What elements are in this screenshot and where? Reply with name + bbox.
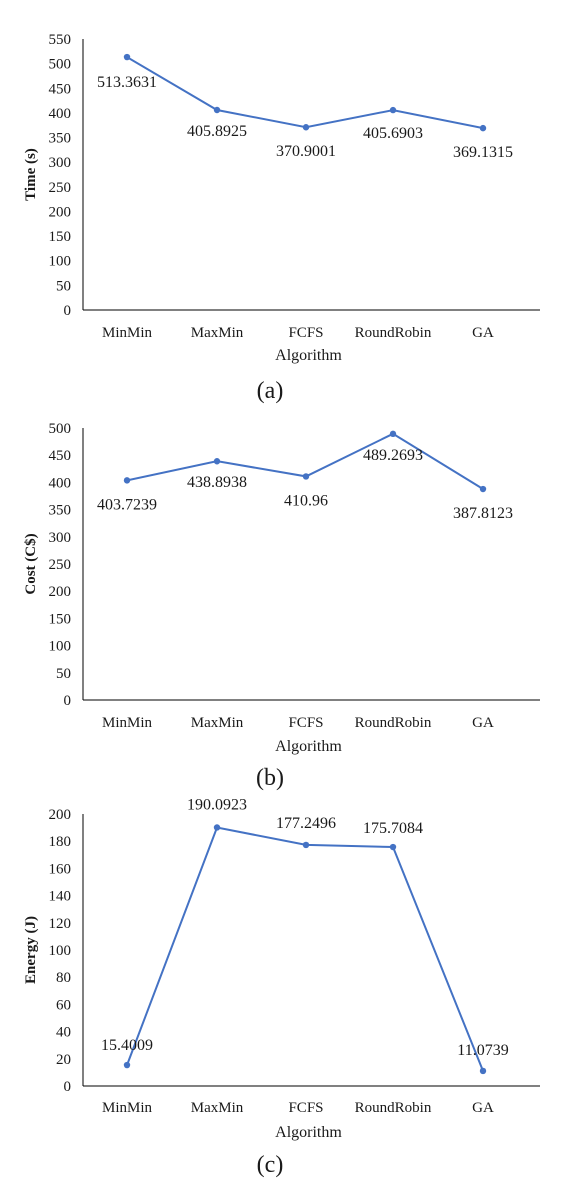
data-point (479, 1067, 487, 1075)
data-point (213, 824, 221, 831)
y-tick-label: 20 (56, 1052, 71, 1068)
y-tick-label: 200 (49, 807, 72, 823)
data-point (123, 477, 131, 484)
data-label: 369.1315 (453, 144, 513, 161)
x-axis-label: Algorithm (275, 347, 342, 364)
data-label: 177.2496 (276, 815, 336, 832)
y-tick-label: 150 (49, 611, 72, 627)
series-line (126, 56, 484, 130)
y-tick-label: 100 (49, 254, 72, 270)
y-axis-label-cost: Cost (C$) (23, 533, 39, 594)
y-tick-label: 400 (49, 106, 72, 122)
panel-caption: (a) (257, 378, 284, 404)
data-point (213, 458, 221, 465)
x-tick-label: MaxMin (191, 325, 244, 341)
x-tick-label: GA (472, 325, 494, 341)
data-label: 370.9001 (276, 143, 336, 160)
data-label: 513.3631 (97, 74, 157, 91)
y-tick-label: 450 (49, 81, 72, 97)
data-point (123, 53, 131, 61)
data-label: 438.8938 (187, 474, 247, 491)
data-point (302, 124, 310, 131)
data-label: 387.8123 (453, 505, 513, 522)
data-point (302, 841, 310, 849)
y-tick-label: 200 (49, 584, 72, 600)
y-tick-label: 200 (49, 204, 72, 220)
data-label: 190.0923 (187, 796, 247, 813)
x-tick-label: MaxMin (191, 1100, 244, 1116)
data-point (123, 1061, 131, 1069)
data-label: 489.2693 (363, 447, 423, 464)
y-tick-label: 500 (49, 421, 72, 437)
series-line (126, 826, 484, 1072)
data-label: 15.4009 (101, 1037, 153, 1054)
y-tick-label: 140 (49, 889, 72, 905)
y-tick-label: 550 (49, 32, 72, 48)
data-point (479, 485, 487, 493)
panel-caption: (c) (257, 1152, 284, 1178)
y-tick-label: 50 (56, 278, 71, 294)
data-label: 175.7084 (363, 820, 423, 837)
x-tick-label: RoundRobin (355, 1100, 432, 1116)
chart-panel-energy: 0 20 40 60 80 100 120 140 160 180 200 MinMin MaxMin F… (23, 796, 540, 1178)
data-label: 11.0739 (457, 1042, 508, 1059)
data-point (302, 473, 310, 480)
y-tick-label: 500 (49, 57, 72, 73)
chart-panel-time: 0 50 100 150 200 250 300 350 400 450 500 550 MinMin M… (23, 32, 540, 404)
x-axis-label: Algorithm (275, 738, 342, 755)
data-label: 405.8925 (187, 123, 247, 140)
y-tick-label: 160 (49, 861, 72, 877)
data-label: 405.6903 (363, 125, 423, 142)
series-line (126, 432, 484, 490)
data-point (479, 124, 487, 132)
y-tick-label: 0 (64, 303, 72, 319)
y-tick-label: 180 (49, 834, 72, 850)
y-tick-label: 100 (49, 943, 72, 959)
data-point (389, 430, 397, 438)
data-label: 403.7239 (97, 496, 157, 513)
x-tick-label: MinMin (102, 325, 153, 341)
data-point (389, 843, 397, 851)
chart-panel-cost: 0 50 100 150 200 250 300 350 400 450 500 MinMin MaxM… (23, 421, 540, 791)
y-tick-label: 450 (49, 448, 72, 464)
y-tick-label: 60 (56, 997, 71, 1013)
y-tick-label: 150 (49, 229, 72, 245)
data-point (389, 106, 397, 114)
data-label: 410.96 (284, 492, 328, 509)
y-axis-label-energy: Energy (J) (23, 916, 39, 984)
y-tick-label: 50 (56, 666, 71, 682)
data-point (213, 106, 221, 114)
y-tick-label: 100 (49, 639, 72, 655)
y-tick-label: 350 (49, 131, 72, 147)
x-tick-label: FCFS (288, 715, 323, 731)
y-tick-label: 250 (49, 557, 72, 573)
x-axis-label: Algorithm (275, 1124, 342, 1141)
y-axis-label-time: Time (s) (23, 148, 39, 201)
y-tick-label: 40 (56, 1025, 71, 1041)
x-tick-label: MinMin (102, 715, 153, 731)
y-tick-label: 300 (49, 155, 72, 171)
y-tick-label: 0 (64, 693, 72, 709)
panel-caption: (b) (256, 765, 284, 791)
x-tick-label: RoundRobin (355, 325, 432, 341)
x-tick-label: MinMin (102, 1100, 153, 1116)
x-tick-label: RoundRobin (355, 715, 432, 731)
x-tick-label: FCFS (288, 1100, 323, 1116)
x-tick-label: GA (472, 1100, 494, 1116)
y-tick-label: 0 (64, 1079, 72, 1095)
x-tick-label: FCFS (288, 325, 323, 341)
y-tick-label: 120 (49, 916, 72, 932)
y-tick-label: 250 (49, 180, 72, 196)
x-tick-label: MaxMin (191, 715, 244, 731)
y-tick-label: 350 (49, 503, 72, 519)
y-tick-label: 400 (49, 475, 72, 491)
y-tick-label: 80 (56, 970, 71, 986)
y-tick-label: 300 (49, 530, 72, 546)
x-tick-label: GA (472, 715, 494, 731)
